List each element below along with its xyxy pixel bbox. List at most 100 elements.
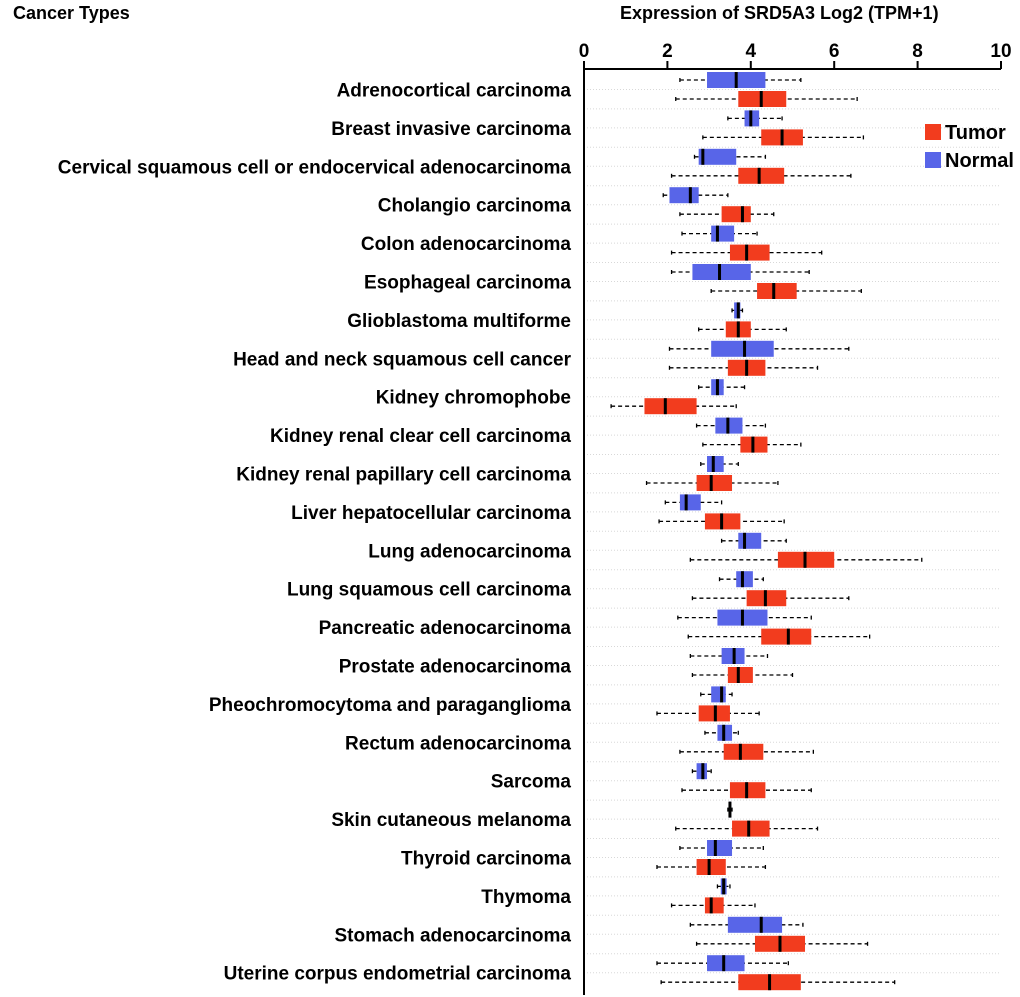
normal-box-group [700, 686, 733, 703]
normal-box [707, 840, 733, 856]
tumor-box-group [670, 244, 823, 261]
normal-box [692, 264, 751, 280]
x-tick-label: 4 [746, 41, 757, 62]
category-label: Head and neck squamous cell cancer [233, 349, 572, 370]
category-label: Liver hepatocellular carcinoma [291, 503, 571, 524]
tumor-box-group [675, 91, 858, 107]
tumor-median [786, 628, 790, 645]
tumor-box-group [645, 475, 779, 491]
tumor-box [757, 283, 797, 299]
normal-box [707, 955, 745, 972]
tumor-median [751, 436, 755, 453]
category-axis-title: Cancer Types [13, 3, 130, 23]
tumor-median [772, 283, 776, 299]
category-labels: Adrenocortical carcinoma Breast invasive … [58, 81, 572, 985]
x-axis: 0 2 4 6 8 10 [579, 41, 1012, 995]
legend-swatch-normal [925, 152, 941, 168]
legend-label-normal: Normal [945, 150, 1014, 172]
normal-box [738, 532, 762, 549]
tumor-median [740, 206, 744, 223]
normal-box-group [698, 379, 746, 396]
normal-box-group [670, 264, 810, 280]
category-label: Breast invasive carcinoma [331, 119, 571, 140]
normal-median [722, 724, 726, 741]
normal-median [688, 187, 692, 204]
legend-swatch-tumor [925, 124, 941, 140]
category-label: Cholangio carcinoma [378, 196, 572, 217]
category-label: Stomach adenocarcinoma [334, 925, 571, 946]
tumor-median [778, 935, 782, 952]
tumor-box-group [656, 859, 767, 875]
tumor-box-group [710, 283, 862, 299]
normal-box-group [695, 417, 767, 434]
tumor-box-group [691, 667, 794, 683]
category-label: Sarcoma [491, 772, 572, 793]
tumor-median [747, 820, 751, 837]
tumor-median [763, 590, 767, 607]
normal-box [679, 494, 701, 511]
category-label: Pancreatic adenocarcinoma [319, 618, 572, 639]
tumor-median [745, 782, 749, 799]
tumor-box [696, 475, 733, 491]
normal-box-group [689, 916, 804, 933]
tumor-box-group [670, 897, 756, 914]
category-label: Adrenocortical carcinoma [337, 81, 572, 102]
normal-median [701, 148, 705, 165]
normal-median [722, 955, 726, 972]
category-label: Esophageal carcinoma [364, 273, 571, 294]
normal-box-group [716, 878, 731, 895]
tumor-box-group [702, 436, 802, 453]
category-label: Kidney chromophobe [376, 388, 571, 409]
tumor-median [745, 359, 749, 376]
normal-median [732, 648, 736, 664]
x-tick-label: 6 [829, 41, 840, 62]
normal-median [736, 302, 740, 319]
tumor-box-group [679, 743, 814, 760]
tumor-median [738, 743, 742, 760]
chart-title: Expression of SRD5A3 Log2 (TPM+1) [620, 3, 939, 23]
tumor-median [663, 398, 667, 415]
normal-box-group [727, 110, 783, 127]
tumor-median [780, 129, 784, 146]
x-tick-label: 0 [579, 41, 590, 62]
x-tick-label: 8 [912, 41, 923, 62]
category-label: Skin cutaneous melanoma [331, 810, 571, 831]
normal-box-group [677, 609, 812, 626]
category-label: Colon adenocarcinoma [361, 234, 572, 255]
normal-median [728, 801, 732, 818]
normal-median [720, 686, 724, 703]
tumor-median [720, 513, 724, 530]
tumor-box [721, 206, 751, 223]
normal-box-group [727, 801, 733, 818]
normal-box [707, 456, 724, 472]
x-tick-label: 2 [662, 41, 673, 62]
tumor-box [727, 667, 753, 683]
normal-median [759, 916, 763, 933]
tumor-box-group [702, 129, 865, 146]
normal-box [669, 187, 699, 204]
normal-median [718, 264, 722, 280]
normal-box-group [700, 456, 739, 472]
tumor-box-group [681, 782, 812, 799]
category-label: Thymoma [481, 887, 571, 908]
legend: Tumor Normal [925, 122, 1014, 172]
tumor-box-group [675, 820, 819, 837]
normal-box-group [718, 571, 764, 588]
tumor-box [732, 820, 770, 837]
category-label: Rectum adenocarcinoma [345, 733, 571, 754]
normal-box-group [668, 340, 850, 357]
normal-median [743, 532, 747, 549]
tumor-median [709, 475, 713, 491]
tumor-box-group [679, 206, 775, 223]
tumor-box-group [691, 590, 850, 607]
tumor-median [759, 91, 763, 107]
category-label: Lung squamous cell carcinoma [287, 580, 571, 601]
tumor-box-group [698, 321, 787, 338]
category-label: Glioblastoma multiforme [347, 311, 571, 332]
normal-box [711, 686, 726, 703]
normal-box-group [693, 148, 767, 165]
normal-box [711, 340, 774, 357]
normal-box [711, 225, 735, 242]
category-label: Uterine corpus endometrial carcinoma [224, 964, 572, 985]
